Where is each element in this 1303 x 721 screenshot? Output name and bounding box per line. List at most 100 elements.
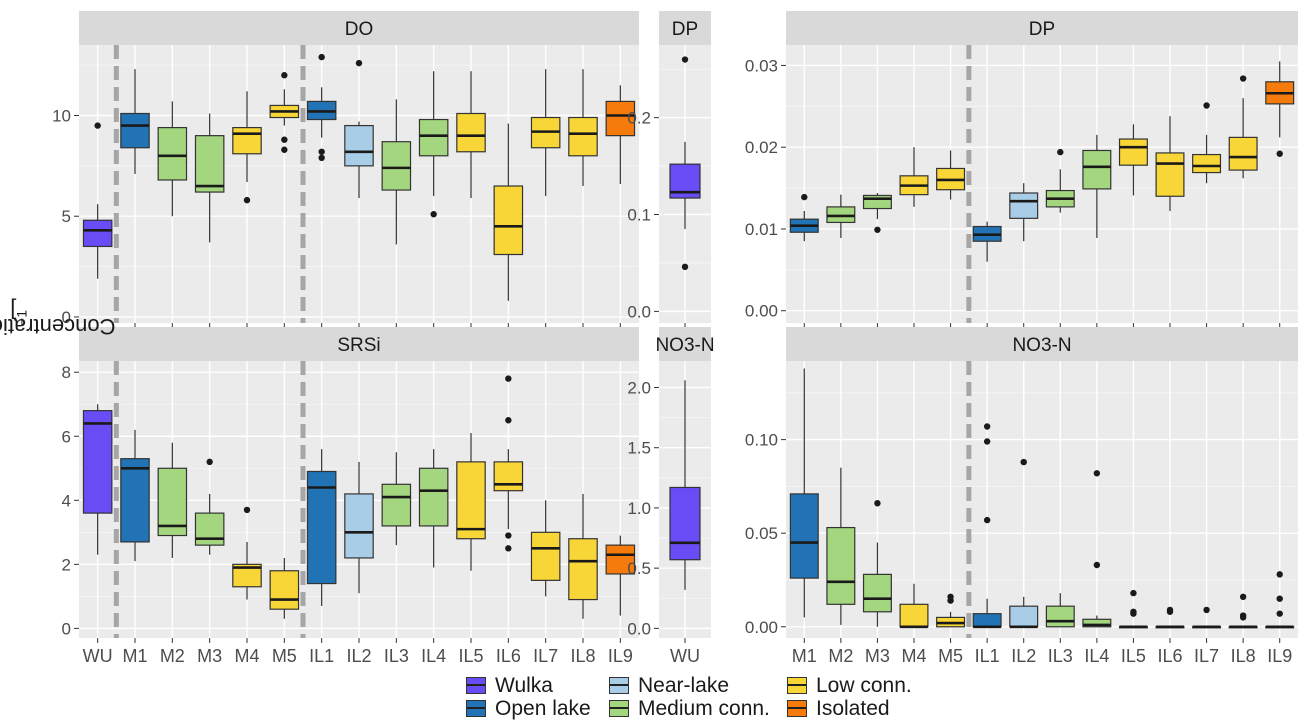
outlier-point [947,597,954,604]
x-tick-label: WU [83,646,113,666]
box-body [862,573,892,613]
box-IL8 [568,69,598,187]
box-body [344,124,374,167]
y-tick-label: 10 [52,107,71,126]
box-IL6 [493,375,524,552]
box-M1 [789,368,819,618]
box-body [972,613,1002,628]
y-tick-label: 0.02 [745,138,778,157]
facet-title: NO3-N [1012,335,1071,356]
box-IL8 [1228,593,1258,629]
box-body [789,493,819,579]
box-body [194,512,225,546]
legend-swatch [466,677,486,694]
outlier-point [505,375,512,382]
box-M4 [899,583,929,629]
box-M5 [936,150,966,200]
y-tick-label: 8 [62,363,71,382]
box-M3 [862,192,892,233]
box-body [669,486,701,561]
box-body [120,112,150,149]
box-body [269,570,300,610]
outlier-point [318,148,325,155]
box-body [194,135,225,193]
facet-title: SRSi [337,335,380,356]
outlier-point [874,226,881,233]
box-IL9 [605,535,636,616]
box-IL3 [381,99,412,245]
outlier-point [801,193,808,201]
box-body [306,470,337,585]
box-body [1155,152,1185,197]
legend-item-wulka: Wulka [466,674,553,697]
x-tick-label: IL2 [1011,646,1036,666]
facet-strip [79,11,639,45]
box-M1 [120,429,150,562]
y-tick-label: 0.00 [745,618,778,637]
outlier-point [1093,470,1101,477]
facet-panel-4: NO3-N 0.0 0.5 1.0 1.5 2.0 WU [627,327,715,666]
facet-panel-2: DP 0.00 0.01 0.02 0.03 [745,11,1298,328]
x-tick-label: WU [670,646,700,666]
box-body [344,493,374,559]
box-IL6 [493,123,524,301]
outlier-point [681,56,689,63]
box-IL2 [344,59,374,199]
box-M2 [826,194,856,238]
box-IL7 [530,500,561,597]
outlier-point [1239,593,1247,601]
x-tick-label: IL7 [533,646,558,666]
box-IL6 [1155,116,1185,211]
x-tick-label: IL6 [1157,646,1182,666]
box-body [1118,138,1148,166]
x-tick-label: M4 [234,646,259,666]
box-body [1082,618,1112,628]
box-M5 [936,593,966,628]
x-tick-label: IL7 [1194,646,1219,666]
y-tick-label: 1.0 [627,499,651,518]
box-IL3 [381,452,412,546]
outlier-point [355,59,363,67]
outlier-point [430,211,437,218]
box-IL5 [1118,589,1148,629]
x-tick-label: IL6 [496,646,521,666]
box-body [1192,153,1222,174]
x-tick-label: IL1 [309,646,334,666]
outlier-point [1130,610,1137,617]
legend-label: Low conn. [816,673,912,697]
box-M5 [269,72,300,153]
box-body [120,458,150,543]
y-tick-label: 0.2 [627,109,651,128]
box-IL9 [1265,571,1295,629]
box-body [82,219,113,248]
legend-label: Near-lake [638,673,730,697]
x-tick-label: IL3 [384,646,409,666]
x-tick-label: IL1 [975,646,1000,666]
box-IL9 [605,85,636,184]
outlier-point [243,506,251,514]
outlier-point [318,53,325,61]
y-tick-label: 2 [62,555,71,574]
facet-title: DO [345,19,374,40]
x-tick-label: IL9 [1267,646,1292,666]
box-M4 [232,506,262,600]
y-axis-label-close: ] [10,298,17,324]
outlier-point [94,122,101,129]
box-WU [669,380,701,590]
box-body [418,118,449,157]
outlier-point [318,154,325,162]
box-body [826,526,856,605]
y-tick-label: 0.5 [627,559,651,578]
legend-swatch [787,677,807,694]
legend: Wulka Open lake Near-lake Medium conn. Low c… [466,674,986,720]
outlier-point [983,516,991,524]
outlier-point [1239,614,1247,621]
box-IL5 [456,433,486,571]
box-M4 [232,91,262,204]
outlier-point [1276,150,1283,157]
box-WU [82,122,113,279]
legend-item-medium: Medium conn. [609,697,770,720]
outlier-point [505,532,512,539]
legend-label: Isolated [816,696,890,720]
